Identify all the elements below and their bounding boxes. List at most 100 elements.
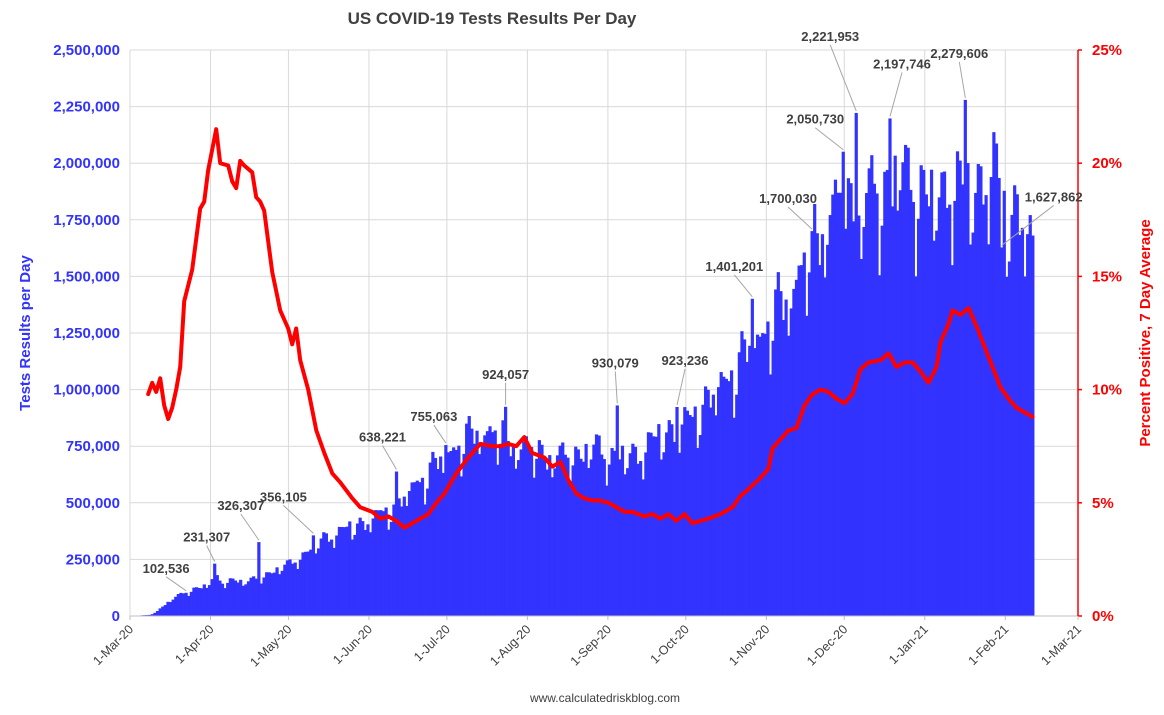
bar xyxy=(537,440,541,616)
chart-title: US COVID-19 Tests Results Per Day xyxy=(348,9,637,28)
bar xyxy=(987,244,991,616)
bar xyxy=(649,432,653,616)
bar xyxy=(265,572,269,616)
y-tick-right: 20% xyxy=(1092,155,1122,172)
bar xyxy=(945,207,949,617)
annotation-leader xyxy=(733,274,753,298)
bar xyxy=(852,221,856,616)
bar xyxy=(516,460,521,616)
y-tick-right: 10% xyxy=(1092,382,1122,399)
bar xyxy=(875,193,879,617)
y-tick-left: 1,750,000 xyxy=(53,212,120,229)
data-label: 924,057 xyxy=(482,367,529,382)
bar xyxy=(384,507,388,616)
bar xyxy=(1015,194,1019,616)
bar xyxy=(322,532,326,616)
bar xyxy=(893,155,897,616)
bar xyxy=(283,564,287,616)
bar xyxy=(849,183,853,616)
bar xyxy=(270,573,274,616)
bar xyxy=(296,568,300,616)
bar xyxy=(857,215,861,617)
annotation-leader xyxy=(382,445,397,470)
bar xyxy=(355,523,360,616)
bar xyxy=(452,447,456,616)
bar xyxy=(989,177,993,616)
bar xyxy=(794,279,799,616)
bar xyxy=(680,424,684,616)
bar xyxy=(353,534,357,616)
bar xyxy=(467,416,471,616)
bar xyxy=(522,441,526,616)
bar xyxy=(236,582,240,616)
bar xyxy=(675,406,679,616)
y-tick-right: 15% xyxy=(1092,268,1122,285)
bar xyxy=(278,574,282,616)
data-label: 356,105 xyxy=(260,489,307,504)
bar xyxy=(301,552,305,616)
bar xyxy=(932,240,936,616)
bar xyxy=(716,387,721,616)
bar xyxy=(553,468,557,616)
bar xyxy=(742,339,747,616)
bar xyxy=(870,155,874,616)
bar xyxy=(628,453,632,616)
annotation-leader xyxy=(206,545,216,562)
bar xyxy=(218,580,222,616)
data-label: 638,221 xyxy=(359,430,406,445)
data-label: 923,236 xyxy=(662,353,709,368)
bar xyxy=(239,579,243,616)
bar xyxy=(413,482,417,616)
bar xyxy=(1010,214,1014,616)
bar xyxy=(618,459,622,616)
bar xyxy=(293,562,297,616)
annotation-leader xyxy=(829,44,857,112)
bar xyxy=(865,192,869,617)
bar xyxy=(511,444,515,616)
bar xyxy=(155,611,160,616)
bar xyxy=(542,459,547,616)
bar xyxy=(854,112,858,616)
bar xyxy=(166,601,170,616)
bar xyxy=(613,450,617,616)
bar xyxy=(966,163,970,616)
bar xyxy=(883,171,887,616)
bar xyxy=(350,539,354,616)
bar xyxy=(272,572,277,616)
bar xyxy=(802,252,806,617)
bar xyxy=(363,529,367,616)
bar xyxy=(607,464,612,616)
bar xyxy=(672,441,677,616)
bar xyxy=(896,210,900,616)
y-tick-left: 2,250,000 xyxy=(53,99,120,116)
bar xyxy=(532,477,536,616)
bar xyxy=(797,265,801,616)
bar xyxy=(506,441,510,616)
bar xyxy=(504,406,508,616)
bar xyxy=(428,462,432,616)
bar xyxy=(249,577,253,616)
bar xyxy=(867,168,871,616)
bar xyxy=(485,431,490,616)
bar xyxy=(457,445,461,616)
bar xyxy=(529,447,534,616)
bar xyxy=(280,570,284,616)
bar xyxy=(491,432,495,616)
bar xyxy=(194,587,199,616)
bar xyxy=(400,506,404,616)
bar xyxy=(678,452,682,616)
bar xyxy=(207,585,212,616)
annotation-leader xyxy=(1001,205,1054,246)
y-tick-left: 1,500,000 xyxy=(53,268,120,285)
annotation-leader xyxy=(958,61,966,98)
bar xyxy=(327,541,331,616)
bar xyxy=(963,99,967,616)
bar xyxy=(888,118,892,617)
data-label: 102,536 xyxy=(143,561,190,576)
bar xyxy=(524,436,528,616)
bar xyxy=(942,171,947,616)
bar xyxy=(792,288,796,616)
bar xyxy=(711,394,715,616)
bar xyxy=(826,244,830,616)
bar xyxy=(439,456,443,616)
